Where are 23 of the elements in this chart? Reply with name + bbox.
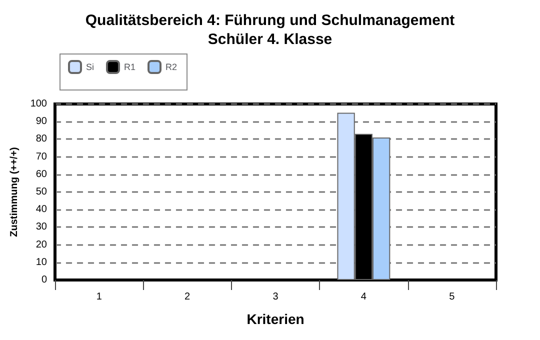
- x-tick-label: 1: [96, 292, 102, 302]
- y-tick-label: 10: [36, 256, 48, 268]
- chart-subtitle: Schüler 4. Klasse: [208, 31, 332, 48]
- y-tick-label: 0: [41, 274, 48, 286]
- x-tick-label: 5: [449, 292, 456, 302]
- legend-label: R1: [124, 62, 136, 72]
- y-tick-label: 40: [36, 204, 48, 216]
- y-axis-title: Zustimmung (++/+): [8, 147, 20, 237]
- y-tick-label: 80: [36, 134, 48, 145]
- legend-label: Si: [86, 62, 94, 72]
- x-axis-title: Kriterien: [246, 311, 304, 327]
- y-tick-label: 70: [36, 151, 48, 162]
- y-tick-label: 20: [36, 239, 48, 250]
- x-tick-label: 2: [184, 292, 191, 302]
- y-tick-label: 30: [36, 222, 48, 233]
- y-tick-label: 50: [36, 186, 48, 198]
- chart-title: Qualitätsbereich 4: Führung und Schulmanagement: [85, 12, 455, 29]
- legend-label: R2: [166, 62, 178, 72]
- y-tick-label: 60: [36, 168, 48, 180]
- x-tick-label: 3: [272, 292, 279, 302]
- y-tick-label: 90: [36, 116, 48, 128]
- x-tick-label: 4: [360, 292, 367, 302]
- y-tick-label: 100: [30, 98, 48, 110]
